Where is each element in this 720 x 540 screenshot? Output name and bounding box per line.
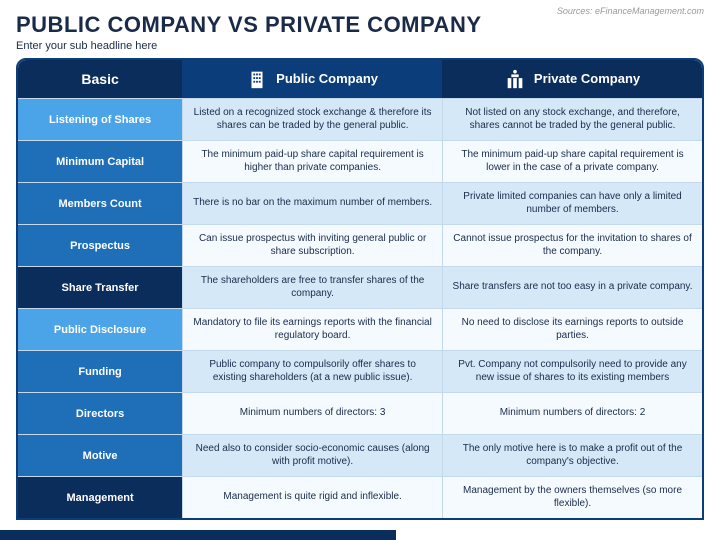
footer-bar xyxy=(0,530,396,540)
row-label: Members Count xyxy=(18,183,182,224)
row-private-cell: Minimum numbers of directors: 2 xyxy=(442,393,702,434)
row-label: Minimum Capital xyxy=(18,141,182,182)
person-building-icon xyxy=(504,68,526,90)
row-private-cell: Pvt. Company not compulsorily need to pr… xyxy=(442,351,702,392)
building-icon xyxy=(246,68,268,90)
row-public-cell: Need also to consider socio-economic cau… xyxy=(182,435,442,476)
comparison-table: Basic Public Company Private Company Lis… xyxy=(16,58,704,520)
table-row: Members CountThere is no bar on the maxi… xyxy=(18,182,702,224)
row-private-cell: Cannot issue prospectus for the invitati… xyxy=(442,225,702,266)
table-header-row: Basic Public Company Private Company xyxy=(18,60,702,98)
row-label: Prospectus xyxy=(18,225,182,266)
row-private-cell: No need to disclose its earnings reports… xyxy=(442,309,702,350)
row-private-cell: Private limited companies can have only … xyxy=(442,183,702,224)
row-public-cell: Listed on a recognized stock exchange & … xyxy=(182,99,442,140)
row-label: Share Transfer xyxy=(18,267,182,308)
table-row: ManagementManagement is quite rigid and … xyxy=(18,476,702,518)
header-private-label: Private Company xyxy=(534,71,640,87)
header-private: Private Company xyxy=(442,60,702,98)
page: PUBLIC COMPANY VS PRIVATE COMPANY Enter … xyxy=(0,0,720,526)
row-public-cell: Public company to compulsorily offer sha… xyxy=(182,351,442,392)
row-label: Management xyxy=(18,477,182,518)
row-public-cell: The minimum paid-up share capital requir… xyxy=(182,141,442,182)
table-row: Share TransferThe shareholders are free … xyxy=(18,266,702,308)
table-row: Public DisclosureMandatory to file its e… xyxy=(18,308,702,350)
row-public-cell: Mandatory to file its earnings reports w… xyxy=(182,309,442,350)
row-public-cell: Minimum numbers of directors: 3 xyxy=(182,393,442,434)
page-subtitle: Enter your sub headline here xyxy=(16,40,704,52)
table-row: FundingPublic company to compulsorily of… xyxy=(18,350,702,392)
row-private-cell: The only motive here is to make a profit… xyxy=(442,435,702,476)
row-public-cell: The shareholders are free to transfer sh… xyxy=(182,267,442,308)
row-label: Directors xyxy=(18,393,182,434)
table-row: Minimum CapitalThe minimum paid-up share… xyxy=(18,140,702,182)
source-text: Sources: eFinanceManagement.com xyxy=(557,6,704,16)
row-label: Public Disclosure xyxy=(18,309,182,350)
table-row: ProspectusCan issue prospectus with invi… xyxy=(18,224,702,266)
header-public: Public Company xyxy=(182,60,442,98)
table-row: MotiveNeed also to consider socio-econom… xyxy=(18,434,702,476)
table-body: Listening of SharesListed on a recognize… xyxy=(18,98,702,518)
row-public-cell: Management is quite rigid and inflexible… xyxy=(182,477,442,518)
row-private-cell: Not listed on any stock exchange, and th… xyxy=(442,99,702,140)
row-label: Funding xyxy=(18,351,182,392)
table-row: DirectorsMinimum numbers of directors: 3… xyxy=(18,392,702,434)
header-public-label: Public Company xyxy=(276,71,378,87)
row-label: Motive xyxy=(18,435,182,476)
table-row: Listening of SharesListed on a recognize… xyxy=(18,98,702,140)
header-basic: Basic xyxy=(18,60,182,98)
row-public-cell: There is no bar on the maximum number of… xyxy=(182,183,442,224)
row-private-cell: Share transfers are not too easy in a pr… xyxy=(442,267,702,308)
row-label: Listening of Shares xyxy=(18,99,182,140)
row-public-cell: Can issue prospectus with inviting gener… xyxy=(182,225,442,266)
row-private-cell: The minimum paid-up share capital requir… xyxy=(442,141,702,182)
row-private-cell: Management by the owners themselves (so … xyxy=(442,477,702,518)
